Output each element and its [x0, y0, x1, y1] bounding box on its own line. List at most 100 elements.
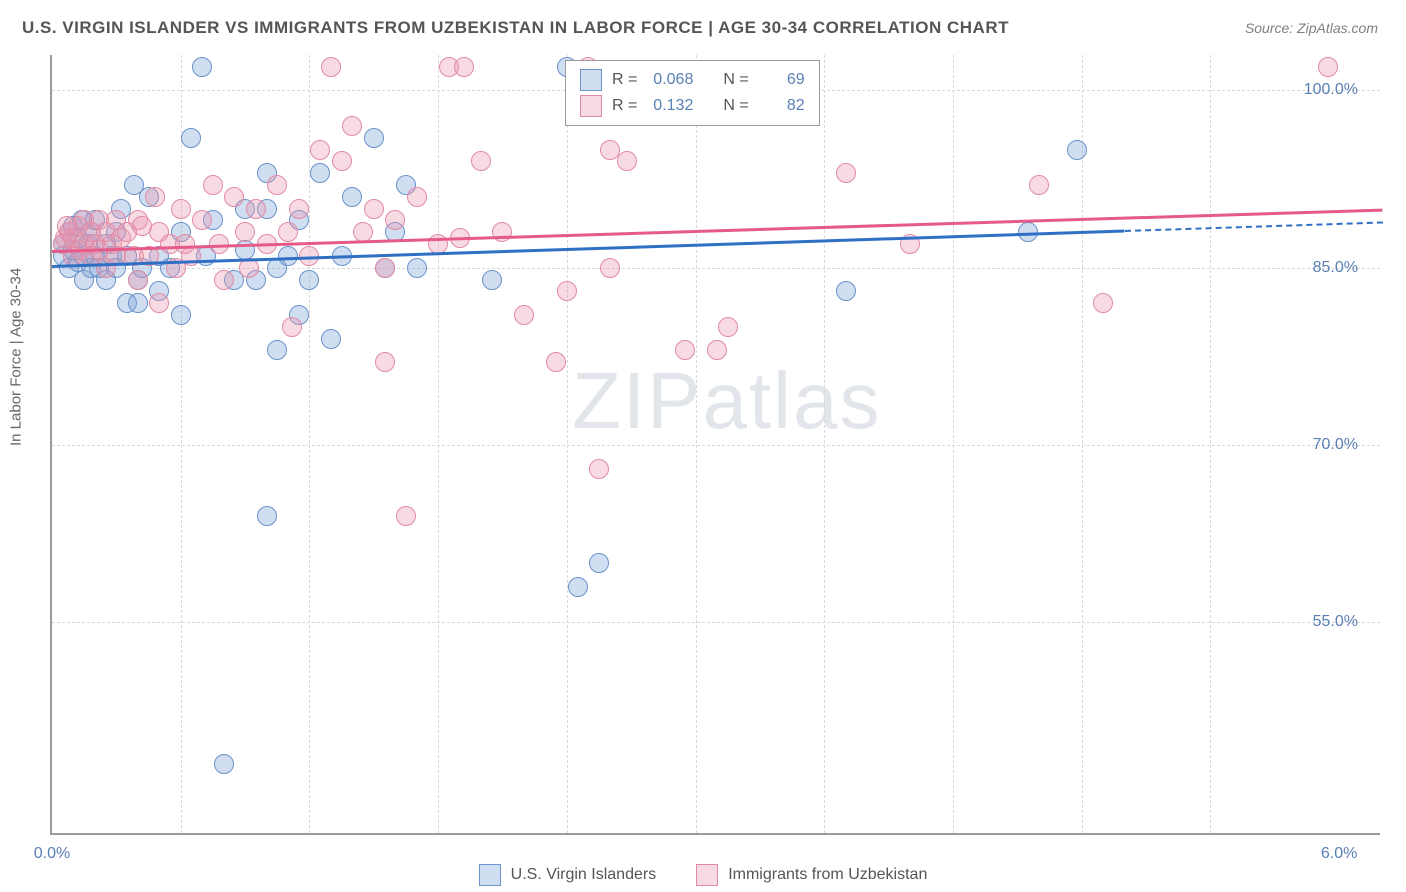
gridline-vertical	[953, 55, 954, 833]
scatter-point	[203, 175, 223, 195]
scatter-point	[149, 293, 169, 313]
y-tick-label: 85.0%	[1313, 259, 1358, 277]
gridline-horizontal	[52, 622, 1380, 623]
scatter-point	[267, 340, 287, 360]
y-tick-label: 70.0%	[1313, 436, 1358, 454]
source-attribution: Source: ZipAtlas.com	[1245, 20, 1378, 36]
gridline-vertical	[824, 55, 825, 833]
scatter-point	[364, 199, 384, 219]
legend-swatch-icon	[479, 864, 501, 886]
correlation-legend: R = 0.068 N = 69 R = 0.132 N = 82	[565, 60, 820, 126]
scatter-point	[224, 187, 244, 207]
scatter-point	[171, 199, 191, 219]
scatter-point	[568, 577, 588, 597]
scatter-point	[214, 270, 234, 290]
scatter-point	[482, 270, 502, 290]
scatter-point	[192, 57, 212, 77]
scatter-point	[267, 175, 287, 195]
legend-label: U.S. Virgin Islanders	[511, 866, 657, 884]
scatter-point	[321, 57, 341, 77]
gridline-vertical	[438, 55, 439, 833]
scatter-point	[321, 329, 341, 349]
scatter-point	[214, 754, 234, 774]
scatter-point	[471, 151, 491, 171]
scatter-point	[1318, 57, 1338, 77]
scatter-point	[299, 270, 319, 290]
y-tick-label: 100.0%	[1304, 81, 1358, 99]
legend-r-value: 0.132	[647, 97, 693, 115]
scatter-point	[707, 340, 727, 360]
scatter-point	[836, 163, 856, 183]
legend-n-value: 69	[759, 71, 805, 89]
scatter-point	[675, 340, 695, 360]
scatter-point	[257, 506, 277, 526]
legend-item-series-a: U.S. Virgin Islanders	[479, 864, 657, 886]
scatter-point	[1029, 175, 1049, 195]
legend-n-label: N =	[723, 97, 748, 115]
scatter-point	[310, 163, 330, 183]
scatter-plot-area: ZIPatlas 55.0%70.0%85.0%100.0%0.0%6.0%	[50, 55, 1380, 835]
x-tick-label: 0.0%	[34, 845, 70, 863]
scatter-point	[375, 258, 395, 278]
scatter-point	[192, 210, 212, 230]
gridline-vertical	[696, 55, 697, 833]
scatter-point	[600, 258, 620, 278]
legend-r-label: R =	[612, 71, 637, 89]
legend-label: Immigrants from Uzbekistan	[728, 866, 927, 884]
scatter-point	[836, 281, 856, 301]
gridline-vertical	[181, 55, 182, 833]
scatter-point	[278, 246, 298, 266]
scatter-point	[589, 459, 609, 479]
legend-n-label: N =	[723, 71, 748, 89]
scatter-point	[128, 293, 148, 313]
x-tick-label: 6.0%	[1321, 845, 1357, 863]
scatter-point	[171, 305, 191, 325]
scatter-point	[246, 199, 266, 219]
gridline-vertical	[1082, 55, 1083, 833]
legend-row: R = 0.068 N = 69	[566, 67, 819, 93]
scatter-point	[385, 210, 405, 230]
legend-item-series-b: Immigrants from Uzbekistan	[696, 864, 927, 886]
y-tick-label: 55.0%	[1313, 613, 1358, 631]
legend-n-value: 82	[759, 97, 805, 115]
scatter-point	[145, 187, 165, 207]
y-axis-title: In Labor Force | Age 30-34	[8, 268, 25, 446]
legend-swatch-icon	[580, 69, 602, 91]
scatter-point	[514, 305, 534, 325]
legend-r-value: 0.068	[647, 71, 693, 89]
scatter-point	[557, 281, 577, 301]
scatter-point	[454, 57, 474, 77]
scatter-point	[375, 352, 395, 372]
gridline-vertical	[1210, 55, 1211, 833]
scatter-point	[181, 128, 201, 148]
scatter-point	[546, 352, 566, 372]
scatter-point	[128, 270, 148, 290]
legend-swatch-icon	[580, 95, 602, 117]
scatter-point	[492, 222, 512, 242]
scatter-point	[718, 317, 738, 337]
scatter-point	[407, 187, 427, 207]
scatter-point	[57, 216, 77, 236]
scatter-point	[289, 199, 309, 219]
scatter-point	[282, 317, 302, 337]
scatter-point	[364, 128, 384, 148]
scatter-point	[235, 222, 255, 242]
scatter-point	[1067, 140, 1087, 160]
scatter-point	[1093, 293, 1113, 313]
scatter-point	[407, 258, 427, 278]
scatter-point	[396, 506, 416, 526]
legend-row: R = 0.132 N = 82	[566, 93, 819, 119]
legend-swatch-icon	[696, 864, 718, 886]
scatter-point	[589, 553, 609, 573]
scatter-point	[342, 187, 362, 207]
watermark-text: ZIPatlas	[572, 355, 881, 447]
scatter-point	[310, 140, 330, 160]
scatter-point	[278, 222, 298, 242]
gridline-horizontal	[52, 445, 1380, 446]
scatter-point	[617, 151, 637, 171]
gridline-vertical	[567, 55, 568, 833]
chart-title: U.S. VIRGIN ISLANDER VS IMMIGRANTS FROM …	[22, 18, 1009, 38]
scatter-point	[332, 151, 352, 171]
trend-line-extrapolated	[1125, 221, 1382, 232]
legend-r-label: R =	[612, 97, 637, 115]
